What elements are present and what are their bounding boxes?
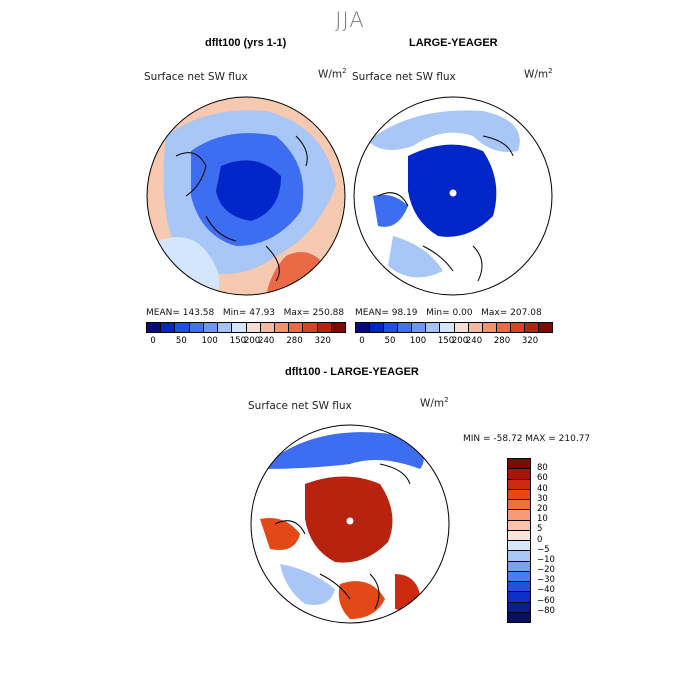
panel3-map bbox=[250, 424, 450, 624]
colorbar-tick-label: 200 bbox=[451, 336, 469, 346]
panel2-units: W/m2 bbox=[524, 67, 553, 81]
panel2-map bbox=[353, 96, 553, 296]
colorbar-swatch bbox=[260, 323, 275, 332]
panel3-colorbar bbox=[507, 458, 531, 623]
colorbar-tick-label: −5 bbox=[537, 544, 550, 555]
colorbar-tick-label: 50 bbox=[175, 336, 187, 346]
season-title: JJA bbox=[335, 8, 365, 32]
colorbar-swatch bbox=[246, 323, 261, 332]
colorbar-swatch bbox=[317, 323, 332, 332]
colorbar-swatch bbox=[398, 323, 413, 332]
panel3-colorbar-labels: 80 60 40 30 20 10 5 0 −5 −10 −20 −30 −40 −60 −80 bbox=[537, 458, 577, 621]
colorbar-swatch bbox=[232, 323, 247, 332]
colorbar-swatch bbox=[508, 612, 530, 622]
colorbar-tick-label: 20 bbox=[537, 503, 548, 514]
colorbar-tick-label: 150 bbox=[229, 336, 247, 346]
colorbar-swatch bbox=[508, 520, 530, 531]
colorbar-swatch bbox=[482, 323, 497, 332]
colorbar-tick-label: −40 bbox=[537, 585, 555, 596]
colorbar-tick-label: 280 bbox=[493, 336, 511, 346]
colorbar-tick-label: 0 bbox=[150, 336, 156, 346]
colorbar-tick-label: 100 bbox=[409, 336, 427, 346]
colorbar-swatch bbox=[468, 323, 483, 332]
colorbar-swatch bbox=[508, 469, 530, 480]
colorbar-swatch bbox=[524, 323, 540, 332]
colorbar-tick-label: 100 bbox=[201, 336, 218, 346]
colorbar-tick-label: 200 bbox=[243, 336, 261, 346]
panel1-colorbar bbox=[146, 322, 346, 333]
colorbar-swatch bbox=[508, 541, 530, 552]
colorbar-swatch bbox=[426, 323, 441, 332]
colorbar-swatch bbox=[147, 323, 162, 332]
panel1-title: dflt100 (yrs 1-1) bbox=[205, 37, 287, 49]
panel2-variable: Surface net SW flux bbox=[352, 71, 456, 83]
panel3-variable: Surface net SW flux bbox=[248, 400, 352, 412]
colorbar-tick-label: 320 bbox=[521, 336, 539, 346]
colorbar-swatch bbox=[189, 323, 204, 332]
colorbar-swatch bbox=[303, 323, 318, 332]
colorbar-swatch bbox=[510, 323, 525, 332]
colorbar-swatch bbox=[412, 323, 427, 332]
colorbar-tick-label: −80 bbox=[537, 605, 555, 616]
colorbar-swatch bbox=[384, 323, 399, 332]
colorbar-swatch bbox=[508, 571, 530, 582]
panel1-variable: Surface net SW flux bbox=[144, 71, 248, 83]
colorbar-swatch bbox=[331, 323, 346, 332]
panel1-units: W/m2 bbox=[318, 67, 347, 81]
colorbar-tick-label: 5 bbox=[537, 524, 543, 535]
colorbar-tick-label: 30 bbox=[537, 493, 548, 504]
colorbar-swatch bbox=[508, 479, 530, 490]
colorbar-tick-label: −60 bbox=[537, 595, 555, 606]
colorbar-swatch bbox=[175, 323, 190, 332]
colorbar-tick-label: 280 bbox=[286, 336, 303, 346]
colorbar-tick-label: 80 bbox=[537, 463, 548, 474]
panel3-units: W/m2 bbox=[420, 396, 449, 410]
colorbar-swatch bbox=[508, 602, 530, 613]
panel2-title: LARGE-YEAGER bbox=[409, 37, 498, 49]
colorbar-swatch bbox=[508, 592, 530, 603]
colorbar-tick-label: 40 bbox=[537, 483, 548, 494]
colorbar-tick-label: 240 bbox=[258, 336, 275, 346]
colorbar-swatch bbox=[440, 323, 455, 332]
colorbar-tick-label: 320 bbox=[314, 336, 331, 346]
colorbar-swatch bbox=[508, 561, 530, 572]
panel3-title: dflt100 - LARGE-YEAGER bbox=[285, 366, 419, 378]
colorbar-tick-label: 240 bbox=[465, 336, 483, 346]
colorbar-swatch bbox=[508, 500, 530, 511]
colorbar-swatch bbox=[508, 530, 530, 541]
colorbar-swatch bbox=[508, 489, 530, 500]
colorbar-swatch bbox=[508, 582, 530, 593]
panel1-colorbar-ticks: 0 50 100 150 200 240 280 320 bbox=[146, 336, 344, 346]
panel1-map bbox=[146, 96, 346, 296]
colorbar-swatch bbox=[161, 323, 176, 332]
colorbar-tick-label: −30 bbox=[537, 575, 555, 586]
colorbar-tick-label: 60 bbox=[537, 473, 548, 484]
colorbar-swatch bbox=[289, 323, 304, 332]
panel2-colorbar-ticks: 0 50 100 150 200 240 280 320 bbox=[355, 336, 551, 346]
colorbar-swatch bbox=[356, 323, 371, 332]
colorbar-tick-label: 0 bbox=[537, 534, 543, 545]
colorbar-swatch bbox=[370, 323, 385, 332]
colorbar-tick-label: 10 bbox=[537, 514, 548, 525]
panel3-stats: MIN = -58.72 MAX = 210.77 bbox=[463, 434, 591, 444]
colorbar-swatch bbox=[539, 323, 553, 332]
panel1-stats: MEAN= 143.58 Min= 47.93 Max= 250.88 bbox=[146, 308, 345, 318]
colorbar-tick-label: −20 bbox=[537, 565, 555, 576]
colorbar-tick-label: 0 bbox=[359, 336, 365, 346]
panel2-colorbar bbox=[355, 322, 553, 333]
colorbar-swatch bbox=[218, 323, 233, 332]
colorbar-tick-label: 50 bbox=[384, 336, 396, 346]
colorbar-swatch bbox=[454, 323, 469, 332]
panel2-stats: MEAN= 98.19 Min= 0.00 Max= 207.08 bbox=[355, 308, 542, 318]
colorbar-swatch bbox=[508, 551, 530, 562]
colorbar-swatch bbox=[496, 323, 511, 332]
colorbar-tick-label: −10 bbox=[537, 554, 555, 565]
colorbar-swatch bbox=[274, 323, 290, 332]
colorbar-swatch bbox=[203, 323, 219, 332]
colorbar-tick-label: 150 bbox=[437, 336, 455, 346]
colorbar-swatch bbox=[508, 510, 530, 521]
colorbar-swatch bbox=[508, 459, 530, 470]
